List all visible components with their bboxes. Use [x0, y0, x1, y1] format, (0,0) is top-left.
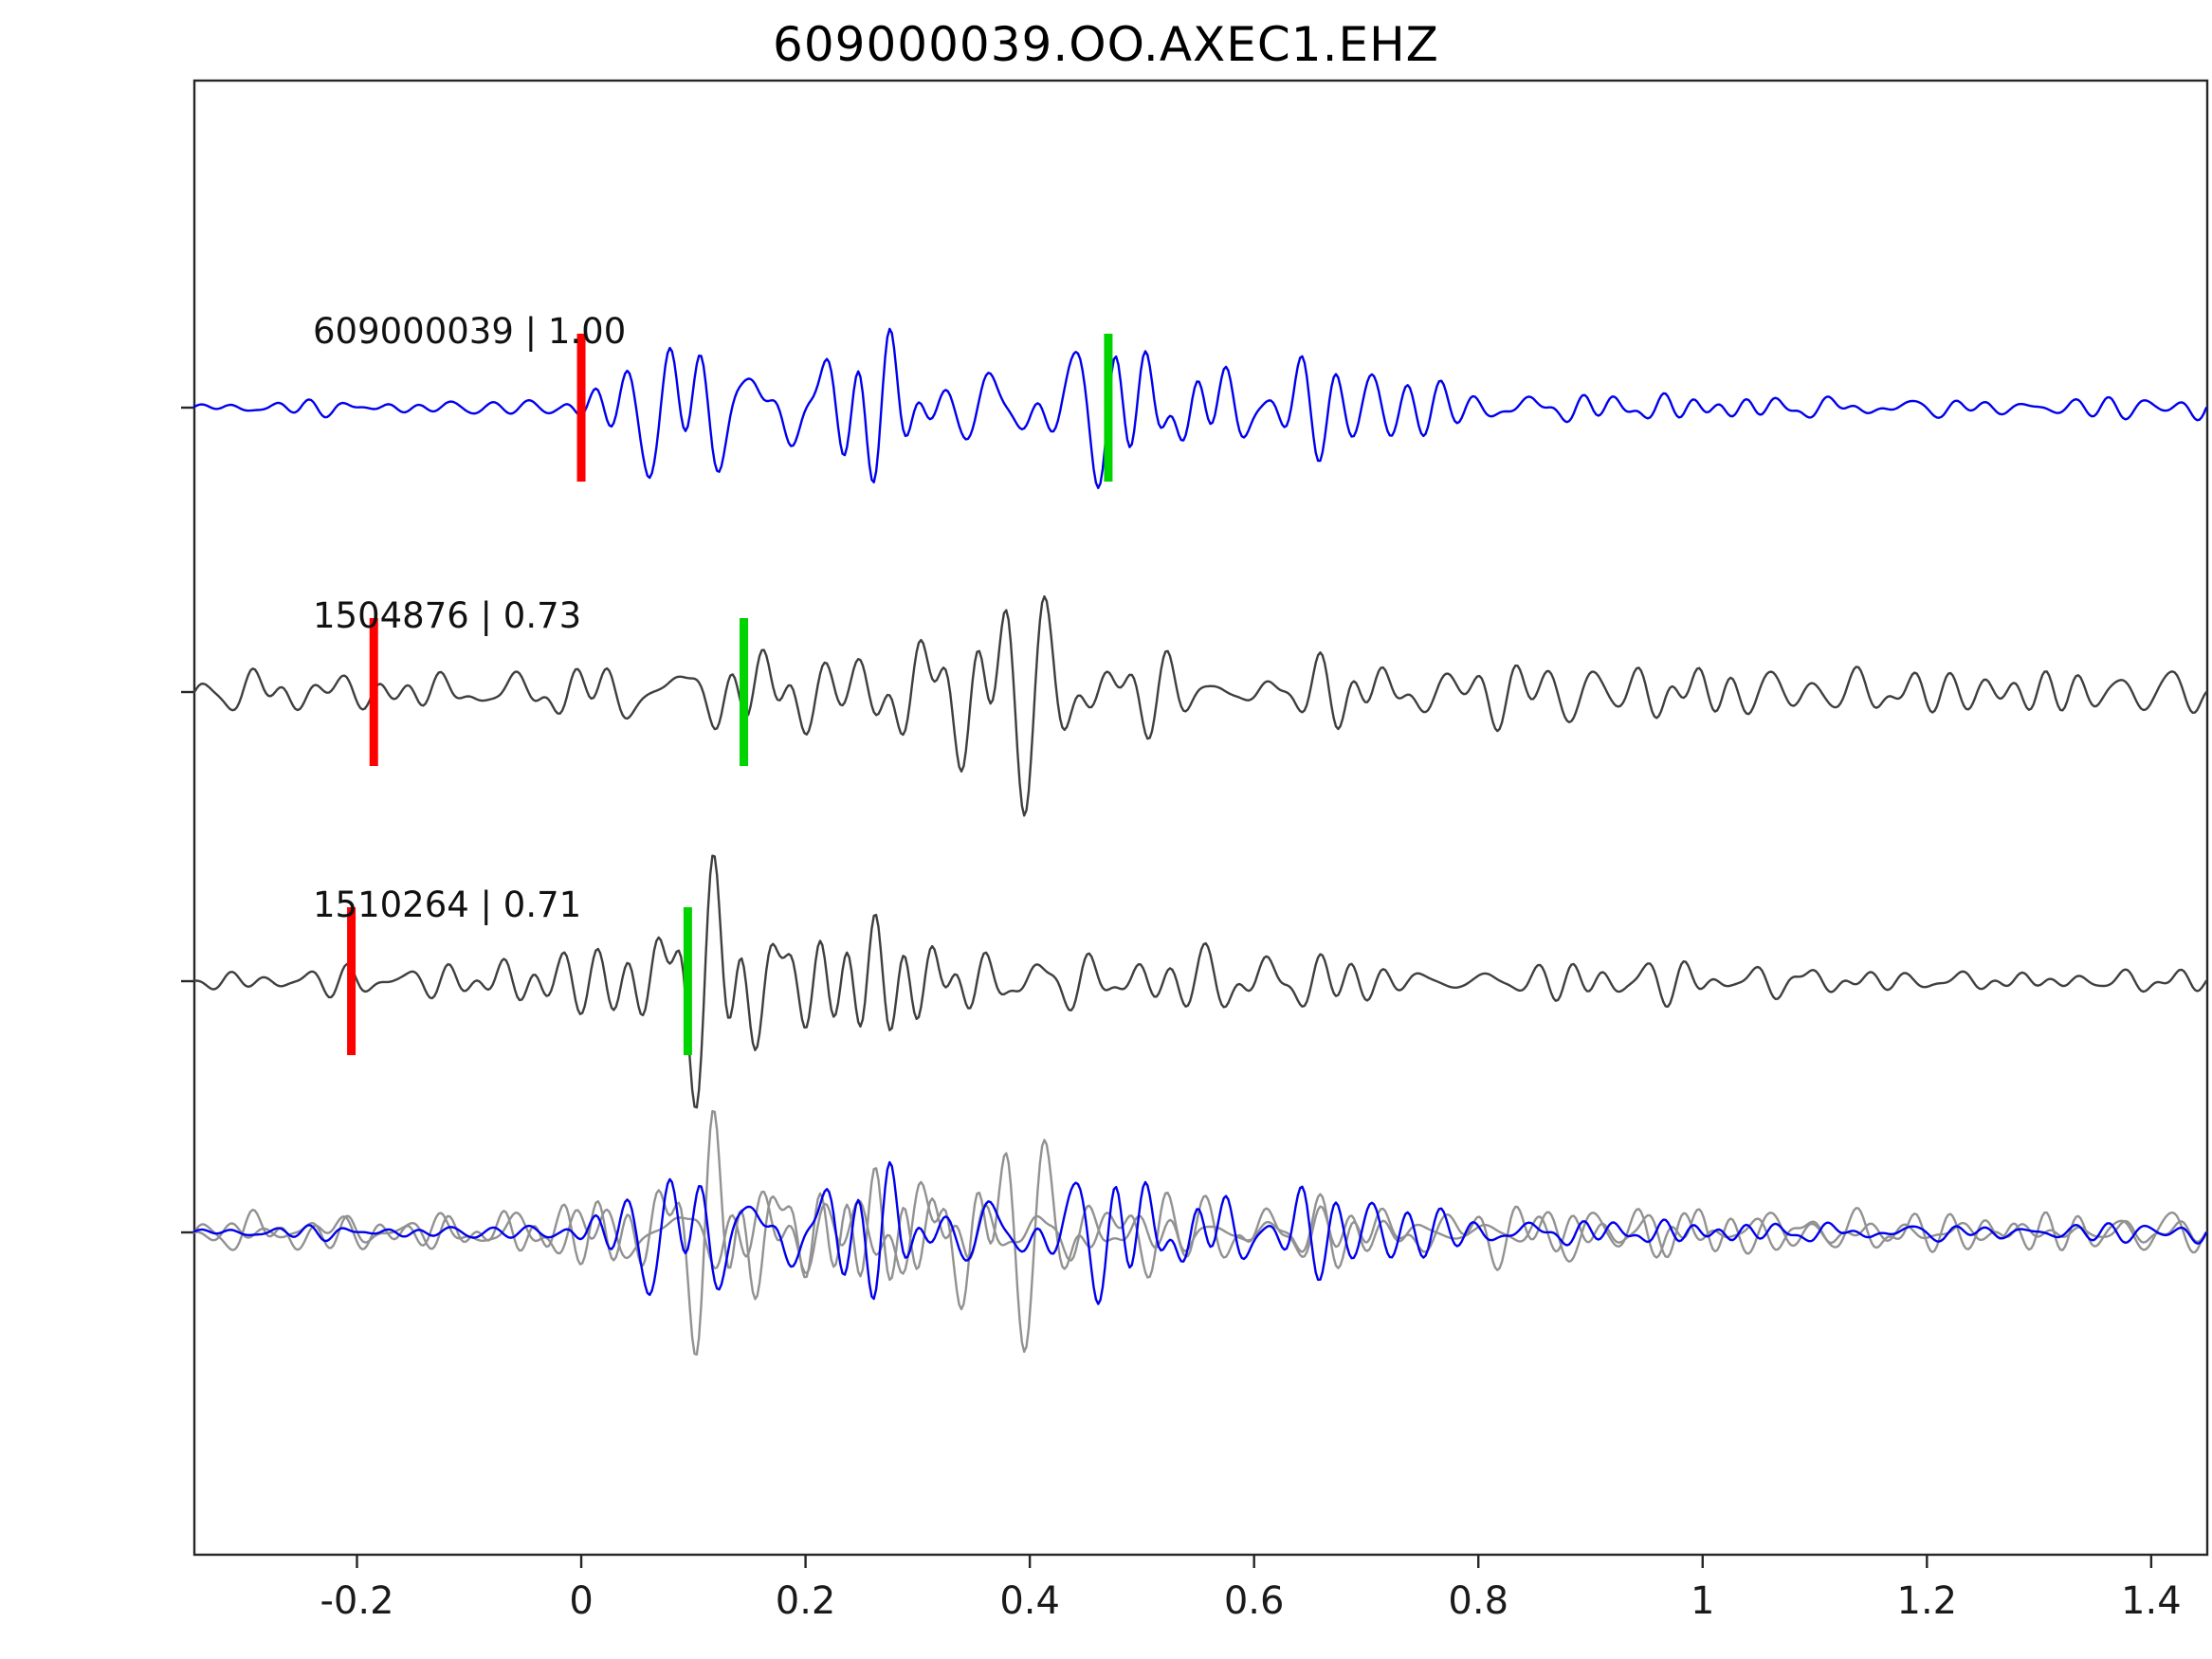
x-axis-tick-label: 1.4 [2121, 1579, 2182, 1623]
x-axis-tick-label: 1.2 [1897, 1579, 1958, 1623]
trace-label-609000039: 609000039 | 1.00 [313, 311, 626, 352]
figure-title: 609000039.OO.AXEC1.EHZ [773, 17, 1439, 72]
x-axis-tick-label: 0.2 [776, 1579, 836, 1623]
waveform-trace-609000039 [192, 327, 2208, 489]
axes-frame [192, 79, 2209, 1557]
overlay-trace-1504876 [192, 1139, 2208, 1354]
trace-label-1504876: 1504876 | 0.73 [313, 595, 581, 636]
waveform-trace-1510264 [192, 854, 2208, 1109]
x-axis-tick-label: 1 [1691, 1579, 1714, 1623]
waveform-trace-1504876 [192, 594, 2208, 817]
x-axis-tick-label: 0 [569, 1579, 593, 1623]
x-axis-tick-label: 0.6 [1224, 1579, 1285, 1623]
overlay-trace-1510264 [192, 1109, 2208, 1357]
x-axis-tick-label: -0.2 [320, 1579, 393, 1623]
x-axis-tick-label: 0.8 [1448, 1579, 1508, 1623]
trace-label-1510264: 1510264 | 0.71 [313, 884, 581, 925]
overlay-trace-609000039 [192, 1160, 2208, 1305]
x-axis-tick-label: 0.4 [999, 1579, 1060, 1623]
